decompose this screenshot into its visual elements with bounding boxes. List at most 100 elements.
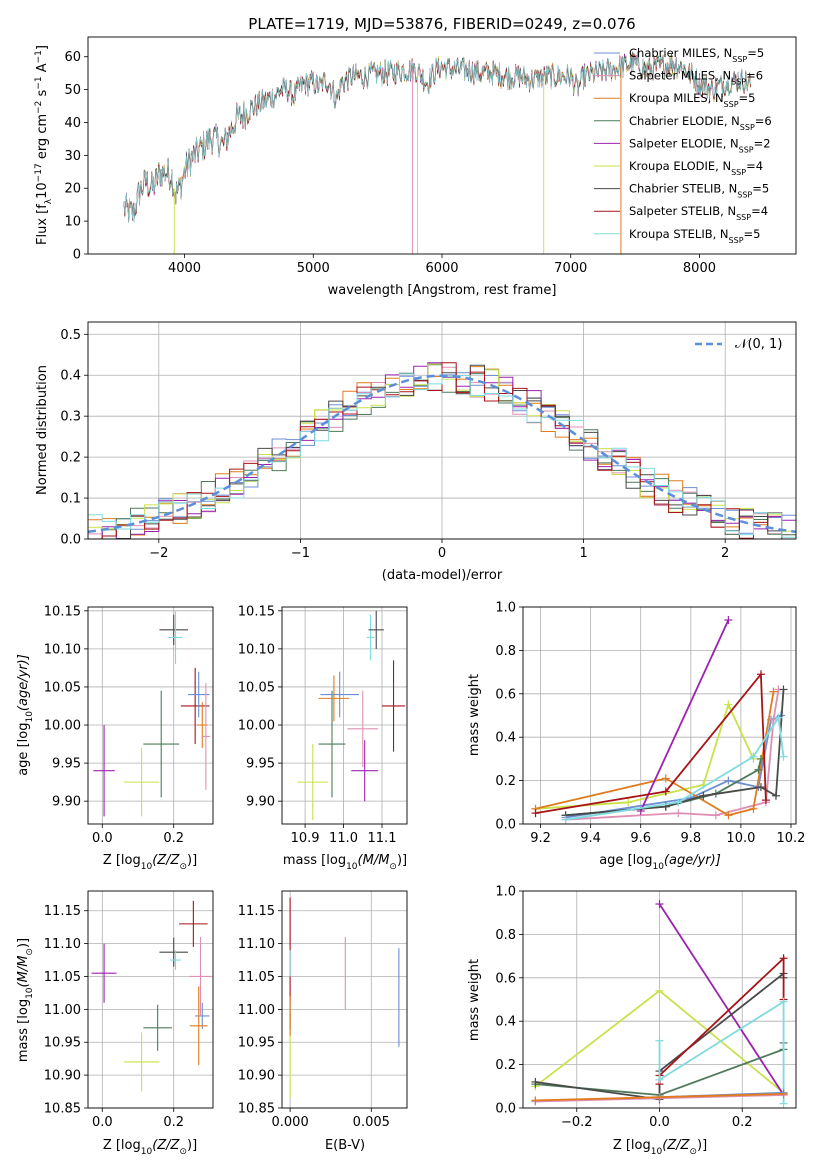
y-tick-label: 10.95 [238,1036,275,1051]
x-tick-label: −1 [291,546,310,561]
x-tick-label: 0.005 [353,1115,390,1130]
legend-text: =2 [754,136,771,150]
axes-frame [87,890,214,1109]
legend-entry: Kroupa STELIB, NSSP=5 [629,227,760,245]
label-part: erg cm [35,114,50,163]
legend-entry: Chabrier ELODIE, NSSP=6 [629,114,772,132]
y-tick-label: 0.2 [495,774,516,789]
age-vs-Z-xlabel: Z [log10(Z/Z⊙)] [103,853,197,872]
series-line [565,714,782,819]
label-part: (age/yr)] [16,654,31,711]
legend-entry: Salpeter ELODIE, NSSP=2 [629,136,771,154]
label-part: (M/M [358,853,390,868]
y-tick-label: 1.0 [495,601,516,616]
plot-area [531,900,788,1108]
label-sub: 10 [651,1147,663,1157]
y-tick-label: 10.10 [44,642,81,657]
label-part: (Z/Z [152,1138,180,1153]
label-sub: ⊙ [179,1147,187,1157]
y-tick-label: 60 [64,50,81,65]
label-part: λ [44,198,54,204]
label-sub: ⊙ [689,1147,697,1157]
legend-text: Kroupa MILES, N [629,91,724,105]
axes-frame [87,321,797,540]
axes-frame [281,606,408,825]
y-tick-label: 10.05 [44,680,81,695]
legend-entry: Chabrier STELIB, NSSP=5 [629,182,769,200]
y-tick-label: 0.6 [495,687,516,702]
legend-entry: Chabrier MILES, NSSP=5 [629,46,764,64]
y-tick-label: 10.10 [238,642,275,657]
y-tick-label: 10.90 [238,1069,275,1084]
legend-sub: SSP [736,213,751,222]
label-sub: ⊙ [25,948,35,956]
y-tick-label: 1.0 [495,885,516,900]
mw-vs-age-xlabel: age [log10(age/yr)] [599,853,721,872]
y-tick-label: 20 [64,182,81,197]
x-tick-label: 2 [721,546,729,561]
plot-area [91,900,212,1092]
label-part: A [35,63,50,76]
x-tick-label: 0.2 [163,831,184,846]
label-part: ] [35,45,50,50]
y-tick-label: 0 [73,248,81,263]
plot-area [289,897,400,1099]
label-part: (Z/Z [662,1138,690,1153]
legend-text: =6 [755,114,772,128]
panel-age_vs_Z: 0.0 0.2 9.90 9.95 10.00 10.05 10.10 10.15 Z [log… [16,604,214,872]
x-tick-label: 11.1 [368,831,397,846]
y-tick-label: 0.4 [60,369,81,384]
legend-text: Chabrier MILES, N [629,46,732,60]
legend-text: =4 [746,159,763,173]
spectrum-line [123,52,751,223]
x-tick-label: 0.0 [92,1115,113,1130]
x-tick-label: 0.0 [92,831,113,846]
legend-text: Chabrier ELODIE, N [629,114,740,128]
label-sub: 10 [141,1147,153,1157]
legend-entry: Salpeter STELIB, NSSP=4 [629,204,768,222]
x-tick-label: 9.6 [630,831,651,846]
axes-frame [87,36,797,255]
x-tick-label: −0.2 [561,1115,593,1130]
label-part: )] [187,1138,197,1153]
label-part: −1 [34,76,44,89]
label-sub: 10 [141,862,153,872]
mass-vs-Z-ylabel: mass [log10(M/M⊙)] [16,938,35,1062]
normal-curve [88,374,796,534]
mass-vs-Z-xlabel: Z [log10(Z/Z⊙)] [103,1138,197,1157]
x-tick-label: 1 [579,546,587,561]
x-tick-label: 8000 [683,261,716,276]
y-tick-label: 40 [64,116,81,131]
x-tick-label: 9.4 [580,831,601,846]
y-tick-label: 0.4 [495,1015,516,1030]
label-part: −1 [34,50,44,63]
x-tick-label: 0.0 [649,1115,670,1130]
panel-age_vs_mass: 10.9 11.0 11.1 9.90 9.95 10.00 10.05 10.10 10.15… [238,604,408,872]
label-part: Z [log [613,1138,651,1153]
histogram-step [88,364,796,539]
spectrum-ylabel: Flux [fλ10−17 erg cm−2 s−1 A−1] [34,45,54,245]
y-tick-label: 30 [64,149,81,164]
legend-text: Salpeter MILES, N [629,69,731,83]
label-part: (age/yr)] [664,853,721,868]
plot-area [88,362,796,539]
legend-entry: Kroupa ELODIE, NSSP=4 [629,159,763,177]
panel-spectrum: 4000 5000 6000 7000 8000 0 10 20 30 40 50 60 wavelen… [34,36,797,298]
mw-vs-Z-xlabel: Z [log10(Z/Z⊙)] [613,1138,707,1157]
y-tick-label: 9.90 [246,795,275,810]
label-part: (Z/Z [152,853,180,868]
y-tick-label: 9.95 [246,757,275,772]
age-vs-mass-xlabel: mass [log10(M/M⊙)] [283,853,407,872]
y-tick-label: 0.3 [60,410,81,425]
mw-vs-age-ylabel: mass weight [467,674,482,756]
legend-text: Kroupa ELODIE, N [629,159,731,173]
y-tick-label: 11.10 [238,937,275,952]
x-tick-label: 0.2 [163,1115,184,1130]
y-tick-label: 0.8 [495,644,516,659]
x-tick-label: 9.8 [680,831,701,846]
figure-title: PLATE=1719, MJD=53876, FIBERID=0249, z=0… [248,15,635,33]
y-tick-label: 0.5 [60,328,81,343]
label-part: )] [697,1138,707,1153]
legend-entry: 𝒩(0, 1) [735,337,782,352]
legend-text: Chabrier STELIB, N [629,182,737,196]
